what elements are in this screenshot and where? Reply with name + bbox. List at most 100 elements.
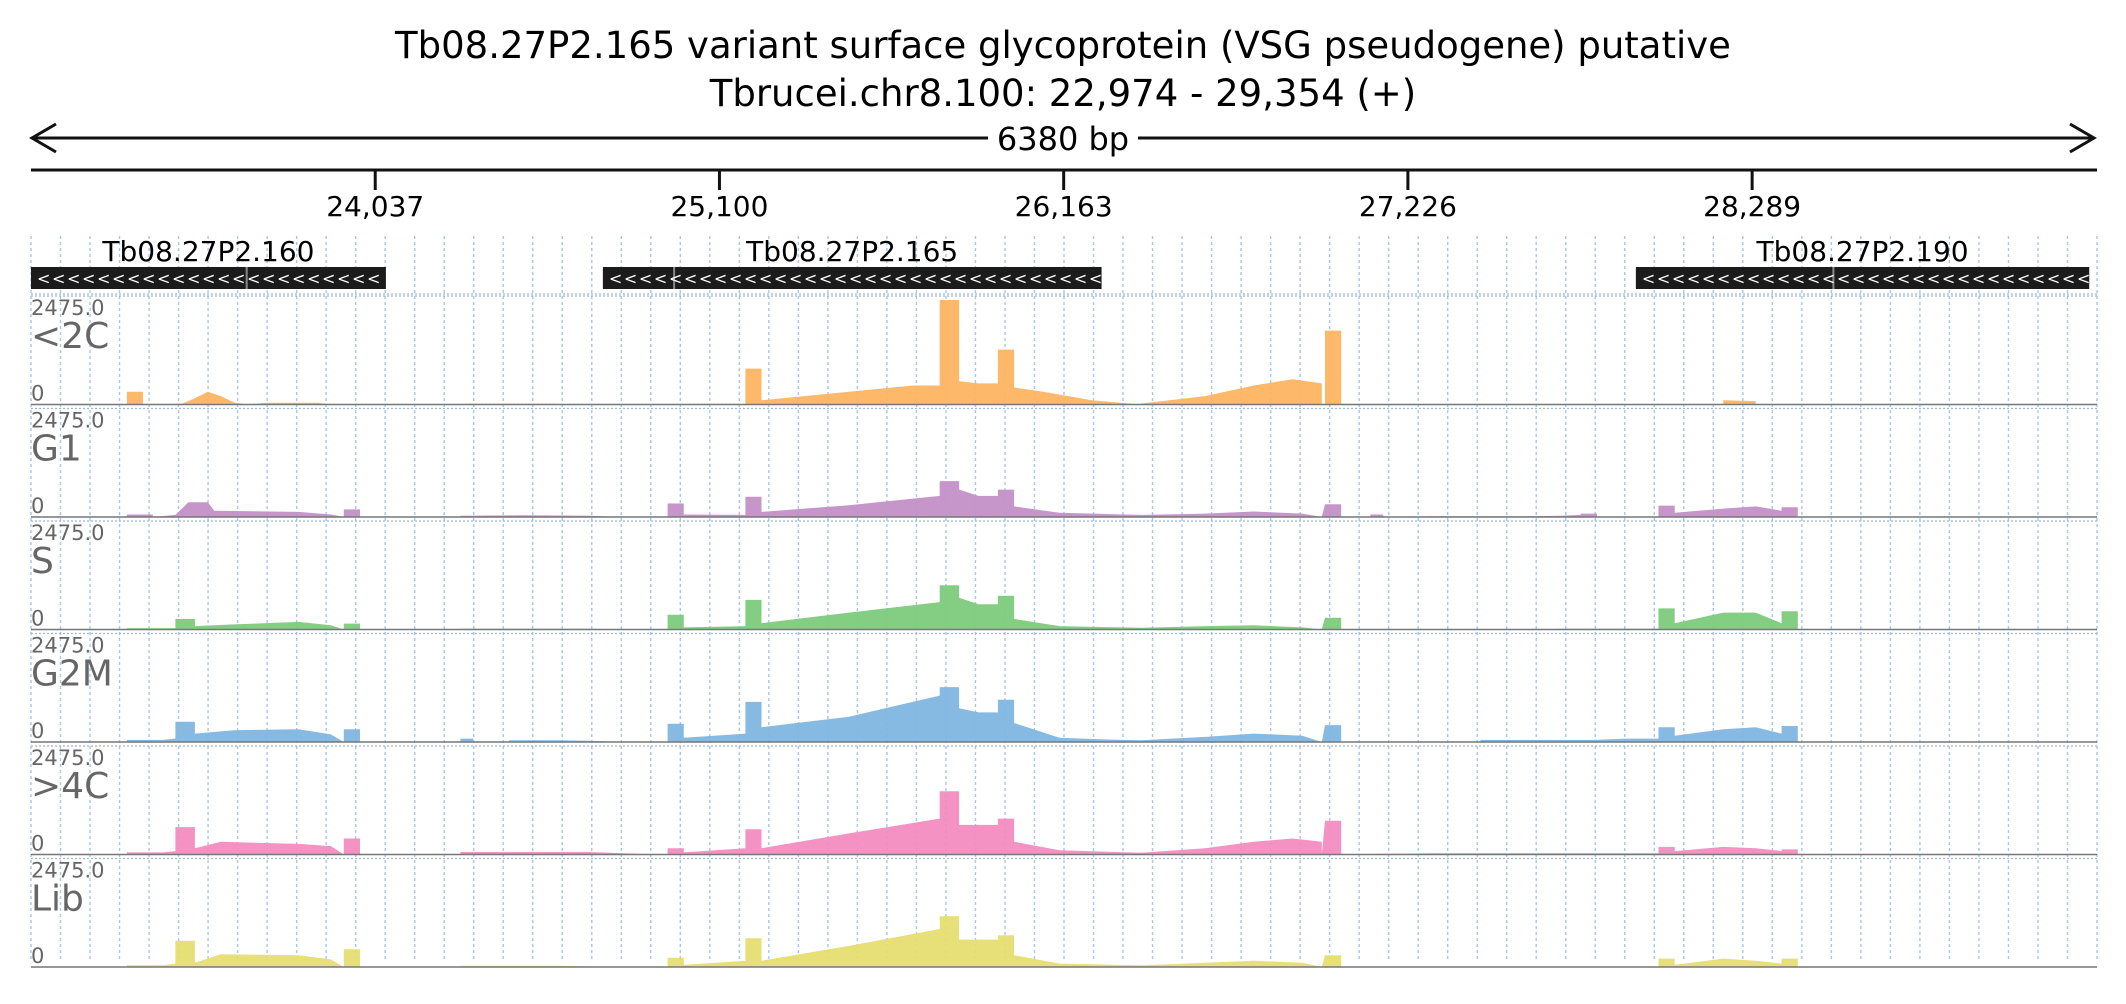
strand-chevron-icon: <: [1044, 269, 1057, 288]
strand-chevron-icon: <: [1059, 269, 1072, 288]
strand-chevron-icon: <: [1807, 269, 1820, 288]
strand-chevron-icon: <: [337, 269, 350, 288]
strand-chevron-icon: <: [1074, 269, 1087, 288]
locus-coordinates: Tbrucei.chr8.100: 22,974 - 29,354 (+): [709, 72, 1417, 115]
ruler-tick-label: 26,163: [1015, 190, 1113, 223]
strand-chevron-icon: <: [82, 269, 95, 288]
strand-chevron-icon: <: [232, 269, 245, 288]
strand-chevron-icon: <: [112, 269, 125, 288]
strand-chevron-icon: <: [172, 269, 185, 288]
track-name-label: Lib: [31, 879, 84, 920]
track-ymin-label: 0: [31, 719, 44, 743]
gene-body: [602, 267, 1102, 289]
strand-chevron-icon: <: [1912, 269, 1925, 288]
track-name-label: G1: [31, 429, 82, 470]
coordinate-ruler: 24,037 25,100 26,163 27,226 28,289: [31, 168, 2097, 223]
strand-chevron-icon: <: [714, 269, 727, 288]
strand-chevron-icon: <: [142, 269, 155, 288]
strand-chevron-icon: <: [954, 269, 967, 288]
strand-chevron-icon: <: [894, 269, 907, 288]
track-ymin-label: 0: [31, 832, 44, 856]
strand-chevron-icon: <: [97, 269, 110, 288]
strand-chevron-icon: <: [699, 269, 712, 288]
span-label-backdrop: [988, 120, 1138, 156]
coverage-area: [31, 481, 2097, 517]
strand-chevron-icon: <: [924, 269, 937, 288]
strand-chevron-icon: <: [2062, 269, 2075, 288]
strand-chevron-icon: <: [292, 269, 305, 288]
strand-chevron-icon: <: [669, 269, 682, 288]
strand-chevron-icon: <: [999, 269, 1012, 288]
strand-chevron-icon: <: [1837, 269, 1850, 288]
ruler-tick-label: 28,289: [1703, 190, 1801, 223]
strand-chevron-icon: <: [1687, 269, 1700, 288]
strand-chevron-icon: <: [1957, 269, 1970, 288]
strand-chevron-icon: <: [1747, 269, 1760, 288]
strand-chevron-icon: <: [1822, 269, 1835, 288]
strand-chevron-icon: <: [1882, 269, 1895, 288]
gene-feature[interactable]: < < < < < < < < < < < < < < < < < < < < < < < < < < < < < <Tb08.27P2.…: [1635, 235, 2090, 289]
strand-chevron-icon: <: [969, 269, 982, 288]
gene-label[interactable]: Tb08.27P2.160: [101, 235, 314, 268]
strand-chevron-icon: <: [202, 269, 215, 288]
gridlines: [30, 236, 2098, 962]
strand-chevron-icon: <: [1852, 269, 1865, 288]
track-ymin-label: 0: [31, 607, 44, 631]
strand-chevron-icon: <: [322, 269, 335, 288]
strand-chevron-icon: <: [1029, 269, 1042, 288]
strand-chevron-icon: <: [1867, 269, 1880, 288]
ruler-tick-label: 25,100: [670, 190, 768, 223]
coverage-track: 2475.0 0 G2M: [31, 632, 2097, 743]
strand-chevron-icon: <: [2032, 269, 2045, 288]
strand-chevron-icon: <: [684, 269, 697, 288]
strand-chevron-icon: <: [1972, 269, 1985, 288]
strand-chevron-icon: <: [352, 269, 365, 288]
coverage-tracks: 2475.00<2C2475.00G12475.00S2475.00G2M247…: [31, 295, 2097, 968]
strand-chevron-icon: <: [247, 269, 260, 288]
ruler-tick-label: 27,226: [1359, 190, 1457, 223]
strand-chevron-icon: <: [1927, 269, 1940, 288]
strand-chevron-icon: <: [1657, 269, 1670, 288]
gene-feature[interactable]: < < < < < < < < < < < < < < < < < < < < < < < < < < < < < < < < <Tb08.27…: [602, 235, 1102, 289]
track-ymax-label: 2475.0: [31, 859, 104, 883]
strand-chevron-icon: <: [834, 269, 847, 288]
span-length-label: 6380 bp: [997, 120, 1129, 158]
strand-chevron-icon: <: [1014, 269, 1027, 288]
strand-chevron-icon: <: [1702, 269, 1715, 288]
strand-chevron-icon: <: [157, 269, 170, 288]
strand-chevron-icon: <: [52, 269, 65, 288]
track-ymax-label: 2475.0: [31, 746, 104, 770]
strand-chevron-icon: <: [262, 269, 275, 288]
track-ymax-label: 2475.0: [31, 296, 104, 320]
strand-chevron-icon: <: [819, 269, 832, 288]
coverage-track: 2475.0 0 Lib: [31, 857, 2097, 968]
strand-chevron-icon: <: [1732, 269, 1745, 288]
strand-chevron-icon: <: [1897, 269, 1910, 288]
strand-chevron-icon: <: [2077, 269, 2090, 288]
strand-chevron-icon: <: [67, 269, 80, 288]
coverage-area: [31, 791, 2097, 855]
coverage-area: [31, 585, 2097, 630]
strand-chevron-icon: <: [654, 269, 667, 288]
gene-feature[interactable]: < < < < < < < < < < < < < < < < < < < < < < <Tb08.27P2.160: [31, 235, 386, 289]
strand-chevron-icon: <: [1717, 269, 1730, 288]
strand-chevron-icon: <: [1792, 269, 1805, 288]
strand-chevron-icon: <: [939, 269, 952, 288]
strand-chevron-icon: <: [277, 269, 290, 288]
track-ymax-label: 2475.0: [31, 409, 104, 433]
track-name-label: G2M: [31, 654, 113, 695]
strand-chevron-icon: <: [1642, 269, 1655, 288]
strand-chevron-icon: <: [804, 269, 817, 288]
strand-chevron-icon: <: [367, 269, 380, 288]
ruler-tick-label: 24,037: [326, 190, 424, 223]
strand-chevron-icon: <: [1777, 269, 1790, 288]
gene-label[interactable]: Tb08.27P2.190: [1756, 235, 1969, 268]
strand-chevron-icon: <: [1987, 269, 2000, 288]
strand-chevron-icon: <: [1942, 269, 1955, 288]
track-name-label: <2C: [31, 316, 109, 357]
span-arrow-left-icon: [29, 122, 57, 154]
gene-label[interactable]: Tb08.27P2.165: [745, 235, 958, 268]
strand-chevron-icon: <: [984, 269, 997, 288]
strand-chevron-icon: <: [307, 269, 320, 288]
